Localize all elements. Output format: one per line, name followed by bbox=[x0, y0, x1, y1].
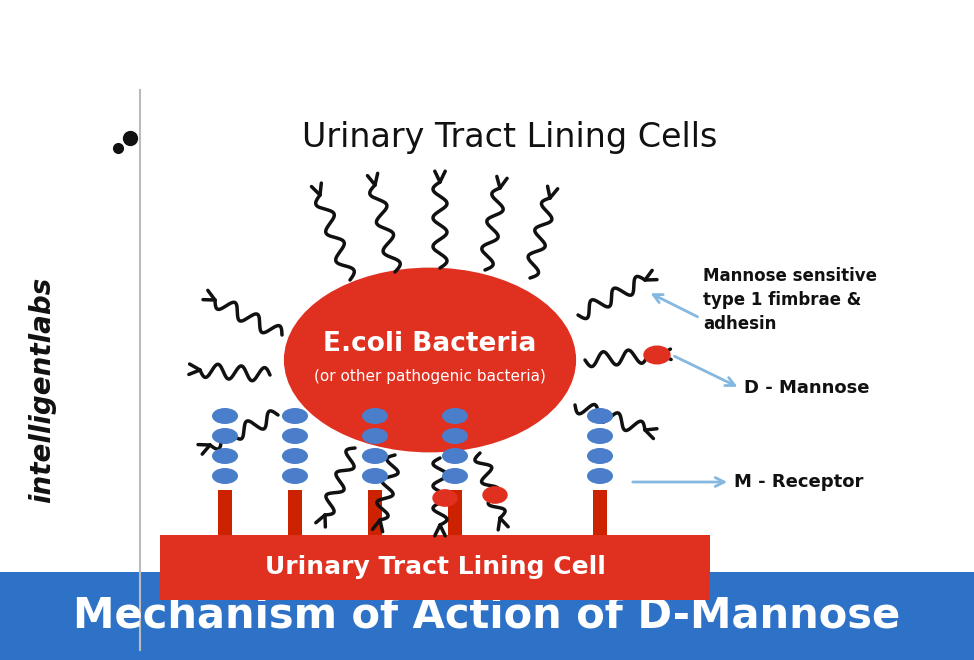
Text: Mechanism of Action of D-Mannose: Mechanism of Action of D-Mannose bbox=[73, 595, 901, 637]
Bar bbox=[448, 490, 462, 535]
Ellipse shape bbox=[442, 468, 468, 484]
Bar bbox=[160, 535, 710, 600]
Bar bbox=[288, 490, 302, 535]
Text: Urinary Tract Lining Cells: Urinary Tract Lining Cells bbox=[302, 121, 718, 154]
Ellipse shape bbox=[282, 408, 308, 424]
Bar bbox=[593, 490, 607, 535]
Ellipse shape bbox=[212, 468, 238, 484]
Ellipse shape bbox=[212, 408, 238, 424]
Ellipse shape bbox=[283, 267, 576, 452]
Ellipse shape bbox=[362, 468, 388, 484]
Circle shape bbox=[433, 490, 457, 506]
Ellipse shape bbox=[212, 428, 238, 444]
Text: intelligentlabs: intelligentlabs bbox=[28, 277, 56, 503]
FancyBboxPatch shape bbox=[0, 572, 974, 660]
Ellipse shape bbox=[212, 448, 238, 464]
Bar bbox=[368, 490, 382, 535]
Ellipse shape bbox=[442, 408, 468, 424]
Text: (or other pathogenic bacteria): (or other pathogenic bacteria) bbox=[314, 368, 546, 383]
Ellipse shape bbox=[282, 468, 308, 484]
Ellipse shape bbox=[587, 468, 613, 484]
Bar bbox=[218, 490, 232, 535]
Ellipse shape bbox=[362, 448, 388, 464]
Circle shape bbox=[644, 346, 670, 364]
Ellipse shape bbox=[442, 448, 468, 464]
Text: M - Receptor: M - Receptor bbox=[734, 473, 863, 491]
Text: D - Mannose: D - Mannose bbox=[744, 379, 870, 397]
Ellipse shape bbox=[362, 408, 388, 424]
Text: E.coli Bacteria: E.coli Bacteria bbox=[323, 331, 537, 357]
Ellipse shape bbox=[282, 448, 308, 464]
Ellipse shape bbox=[587, 448, 613, 464]
Ellipse shape bbox=[587, 428, 613, 444]
Text: Mannose sensitive
type 1 fimbrae &
adhesin: Mannose sensitive type 1 fimbrae & adhes… bbox=[703, 267, 877, 333]
Circle shape bbox=[483, 487, 507, 503]
Text: Urinary Tract Lining Cell: Urinary Tract Lining Cell bbox=[265, 555, 606, 579]
Ellipse shape bbox=[587, 408, 613, 424]
Ellipse shape bbox=[362, 428, 388, 444]
Ellipse shape bbox=[282, 428, 308, 444]
Ellipse shape bbox=[442, 428, 468, 444]
